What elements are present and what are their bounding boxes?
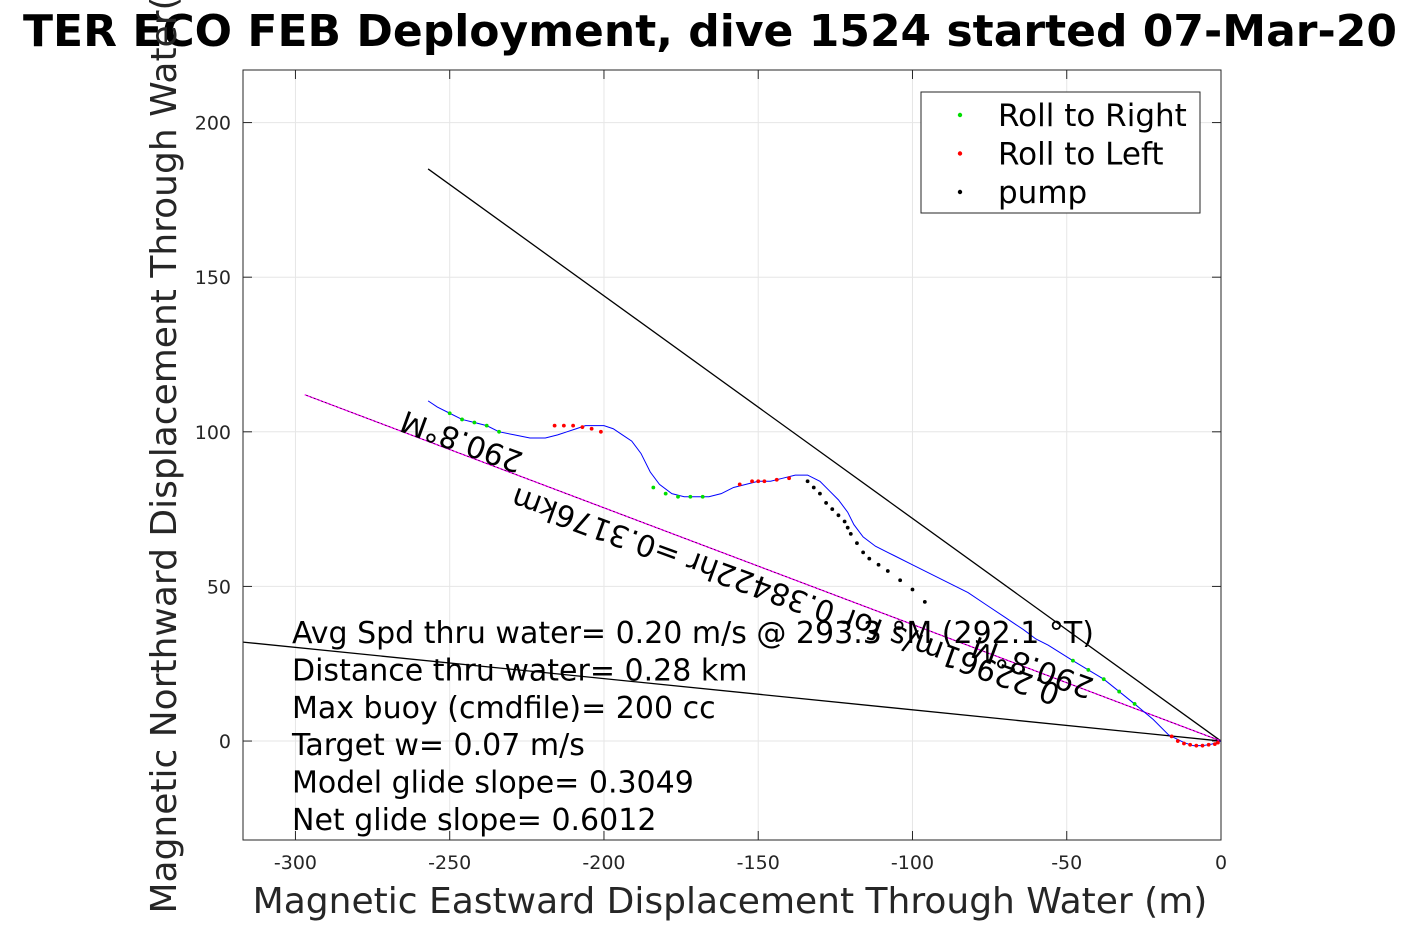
roll-right-point <box>688 494 693 499</box>
reference-line-1 <box>427 168 1222 742</box>
y-tick-label: 150 <box>195 267 231 289</box>
pump-point <box>842 519 847 524</box>
x-tick-label: -100 <box>891 852 934 874</box>
annotation-line: Net glide slope= 0.6012 <box>292 803 656 838</box>
roll-left-point <box>756 479 761 484</box>
x-tick-label: -250 <box>428 852 471 874</box>
y-tick-label: 200 <box>195 113 231 135</box>
legend-label: Roll to Right <box>998 98 1187 134</box>
y-axis-label: Magnetic Northward Displacement Through … <box>144 0 185 914</box>
roll-right-point <box>1101 677 1106 682</box>
roll-right-point <box>460 417 464 422</box>
roll-right-point <box>472 420 477 425</box>
roll-left-point <box>1182 741 1186 746</box>
roll-left-point <box>1206 742 1211 747</box>
legend-marker <box>957 189 963 195</box>
roll-left-point <box>1188 742 1193 747</box>
roll-left-point <box>787 476 791 481</box>
roll-right-point <box>651 485 656 490</box>
chart-title: TER ECO FEB Deployment, dive 1524 starte… <box>23 6 1397 57</box>
legend-marker <box>957 151 963 156</box>
x-tick-label: -150 <box>737 852 780 874</box>
ticks: -300 -250 -200 -150 -100 -50 0 0 50 100 150 200 <box>195 70 1227 874</box>
pump-point <box>855 541 859 546</box>
roll-right-point <box>1086 668 1091 672</box>
pump-point <box>818 491 822 496</box>
pump-point <box>830 507 835 512</box>
roll-right-point <box>700 494 705 499</box>
roll-left-point <box>1200 743 1205 748</box>
pump-point <box>861 550 866 555</box>
grid <box>243 70 1222 840</box>
legend-label: Roll to Left <box>998 137 1164 173</box>
pump-point <box>836 513 841 518</box>
roll-left-point <box>1175 739 1180 743</box>
pump-point <box>898 578 903 583</box>
x-tick-label: -50 <box>1051 852 1082 874</box>
pump-point <box>876 562 881 567</box>
roll-right-point <box>1071 658 1075 663</box>
pump-point <box>805 479 810 484</box>
x-axis-label: Magnetic Eastward Displacement Through W… <box>253 881 1208 922</box>
roll-left-point <box>762 479 767 484</box>
roll-left-point <box>1212 742 1217 747</box>
annotation-line: Distance thru water= 0.28 km <box>292 653 747 688</box>
roll-left-point <box>561 423 566 428</box>
roll-right-point <box>663 491 668 496</box>
pump-point <box>811 485 816 490</box>
roll-right-point <box>484 423 489 428</box>
roll-right-point <box>1117 689 1122 694</box>
axes-box <box>242 69 1222 841</box>
pump-point <box>922 599 927 604</box>
pump-point <box>910 587 915 592</box>
y-tick-label: 50 <box>207 576 231 598</box>
roll-left-point <box>1194 743 1199 748</box>
legend-marker <box>957 112 963 118</box>
legend-box <box>920 91 1201 214</box>
roll-left-point <box>774 477 779 482</box>
roll-left-point <box>1216 740 1220 745</box>
annotation-block: Avg Spd thru water= 0.20 m/s @ 293.3 °M … <box>291 616 1094 838</box>
x-tick-label: -300 <box>274 852 317 874</box>
roll-left-point <box>589 426 594 431</box>
annotation-line: Max buoy (cmdfile)= 200 cc <box>292 691 716 726</box>
roll-left-point <box>598 429 603 434</box>
pump-point <box>867 556 872 561</box>
roll-right-point <box>497 429 501 434</box>
roll-right-point <box>676 494 680 499</box>
pump-point <box>848 531 853 536</box>
pump-point <box>885 569 890 573</box>
roll-right-point <box>1132 702 1137 706</box>
roll-right-point <box>447 411 452 416</box>
track-line <box>427 400 1222 747</box>
y-tick-label: 0 <box>219 731 231 753</box>
x-tick-label: -200 <box>582 852 625 874</box>
legend-label: pump <box>998 175 1087 211</box>
roll-left-point <box>750 479 754 484</box>
x-tick-label: 0 <box>1215 852 1227 874</box>
annotation-line: Target w= 0.07 m/s <box>291 728 585 763</box>
pump-point <box>845 525 850 530</box>
y-tick-label: 100 <box>195 422 231 444</box>
roll-left-point <box>580 425 585 430</box>
roll-left-point <box>1169 734 1174 739</box>
roll-left-point <box>571 423 576 428</box>
pump-point <box>824 501 828 505</box>
annotation-line: Model glide slope= 0.3049 <box>292 766 694 801</box>
annotation-line: Avg Spd thru water= 0.20 m/s @ 293.3 °M … <box>292 616 1094 651</box>
fit-line-overlay <box>304 394 1222 742</box>
roll-left-point <box>737 482 742 487</box>
roll-left-point <box>552 423 557 428</box>
reference-line-2 <box>242 641 1222 742</box>
